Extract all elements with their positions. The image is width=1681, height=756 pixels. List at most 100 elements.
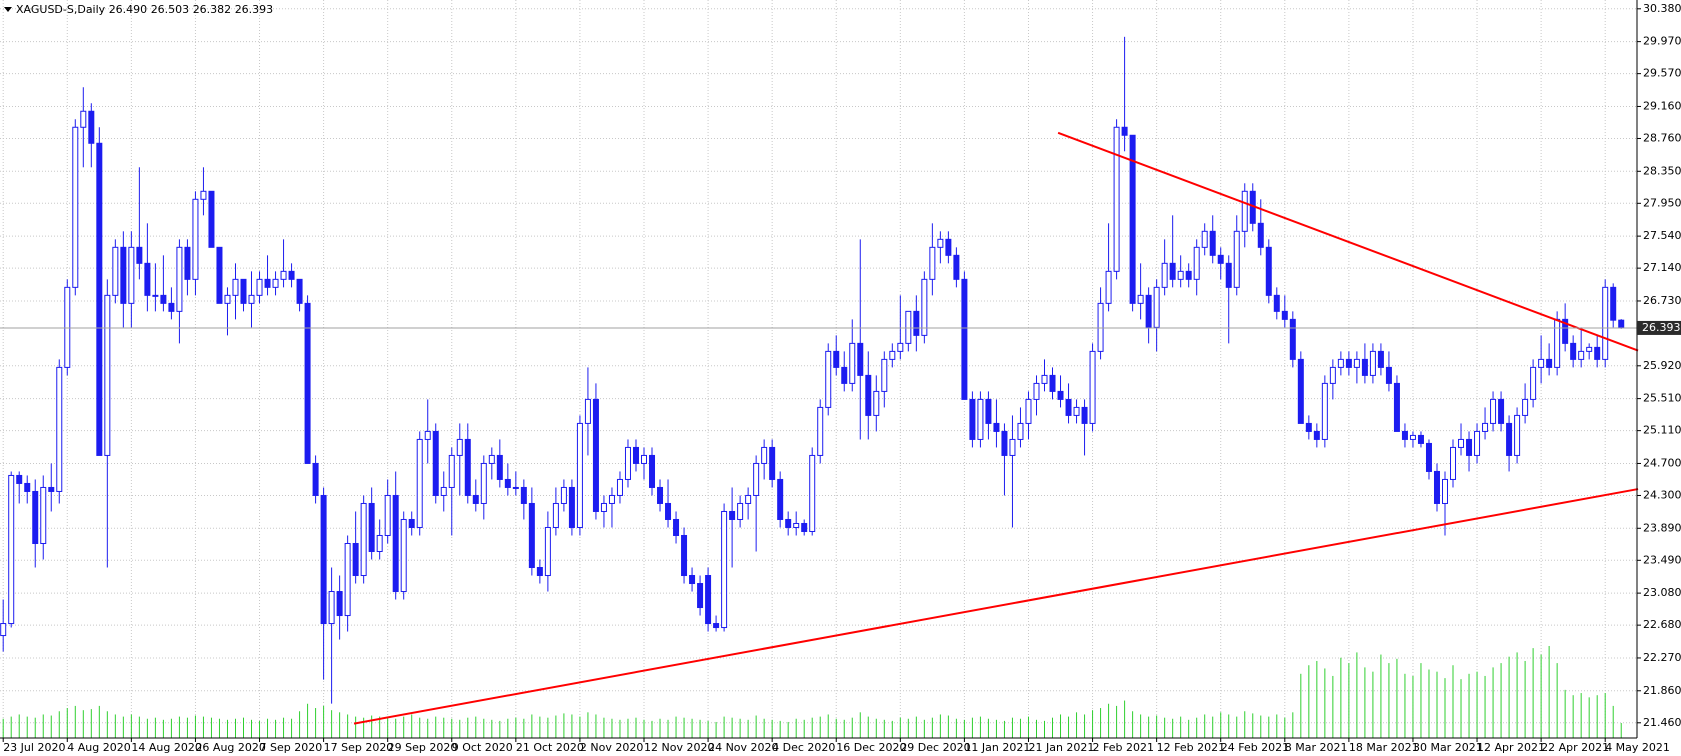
candle-body [312, 462, 319, 496]
candle-body [1594, 346, 1601, 360]
candle-body [1105, 270, 1112, 304]
candle-body [272, 278, 279, 288]
candle-body [769, 446, 776, 480]
candle-body [729, 510, 736, 520]
candle-body [248, 294, 255, 304]
high: 26.503 [151, 3, 190, 16]
candle-body [424, 430, 431, 440]
candle-body [1466, 438, 1473, 456]
candle-body [616, 478, 623, 496]
candle-body [929, 246, 936, 280]
candle-body [977, 398, 984, 440]
y-tick-label: 22.680 [1643, 618, 1681, 631]
candle-body [865, 374, 872, 416]
x-tick-label: 29 Dec 2020 [900, 741, 970, 754]
candle-body [897, 342, 904, 352]
candle-body [256, 278, 263, 296]
y-tick-label: 25.110 [1643, 424, 1681, 437]
x-tick-label: 24 Nov 2020 [708, 741, 778, 754]
candle-body [544, 526, 551, 577]
candle-body [1265, 246, 1272, 296]
candle-body [657, 486, 664, 504]
candle-body [56, 366, 63, 492]
candle-body [432, 430, 439, 496]
x-tick-label: 8 Mar 2021 [1285, 741, 1348, 754]
candle-body [1538, 358, 1545, 368]
candle-body [416, 438, 423, 528]
candle-body [697, 583, 704, 609]
candle-body [600, 502, 607, 512]
candle-body [528, 502, 535, 569]
candle-body [1618, 319, 1625, 329]
candle-body [48, 486, 55, 492]
header: XAGUSD-S,Daily 26.490 26.503 26.382 26.3… [16, 3, 273, 16]
candle-body [8, 474, 15, 625]
candle-body [881, 358, 888, 392]
y-tick-label: 25.510 [1643, 392, 1681, 405]
candle-body [1273, 294, 1280, 312]
candle-body [568, 486, 575, 528]
x-tick-label: 9 Oct 2020 [452, 741, 513, 754]
y-tick-label: 29.570 [1643, 67, 1681, 80]
y-tick-label: 24.300 [1643, 488, 1681, 501]
candle-body [472, 494, 479, 504]
candle-body [1522, 398, 1529, 416]
candle-body [1201, 230, 1208, 248]
volume-layer [2, 645, 1622, 738]
candle-body [785, 518, 792, 528]
candle-body [1458, 438, 1465, 448]
price-tag-label: 26.393 [1642, 321, 1681, 334]
candle-body [1570, 342, 1577, 360]
trendline-layer [0, 131, 1639, 725]
candle-body [1554, 318, 1561, 368]
candle-body [1017, 422, 1024, 440]
candle-body [32, 490, 39, 544]
candle-body [665, 502, 672, 520]
y-tick-label: 23.490 [1643, 553, 1681, 566]
candle-body [480, 462, 487, 504]
candle-body [320, 494, 327, 625]
candle-body [344, 542, 351, 617]
candle-body [649, 454, 656, 488]
candle-body [817, 406, 824, 456]
x-tick-label: 23 Jul 2020 [3, 741, 65, 754]
x-tick-label: 22 Apr 2021 [1541, 741, 1609, 754]
x-tick-label: 30 Mar 2021 [1413, 741, 1483, 754]
x-tick-label: 4 Dec 2020 [772, 741, 835, 754]
candle-body [1562, 318, 1569, 344]
candle-body [1369, 350, 1376, 376]
candle-body [1546, 358, 1553, 368]
candle-body [753, 462, 760, 496]
candle-body [1081, 406, 1088, 424]
x-tick-label: 7 Sep 2020 [260, 741, 323, 754]
candle-body [192, 198, 199, 280]
candle-body [80, 110, 87, 128]
candle-body [1377, 350, 1384, 368]
candle-body [584, 398, 591, 424]
y-tick-label: 22.270 [1643, 651, 1681, 664]
candle-body [440, 486, 447, 496]
candle-body [144, 262, 151, 296]
x-tick-label: 11 Jan 2021 [964, 741, 1030, 754]
candle-body [496, 454, 503, 480]
y-tick-label: 21.460 [1643, 716, 1681, 729]
y-tick-label: 21.860 [1643, 684, 1681, 697]
candle-body [721, 510, 728, 629]
candle-body [913, 310, 920, 336]
candle-layer [0, 36, 1625, 704]
candle-body [1474, 430, 1481, 456]
candle-body [681, 534, 688, 577]
candle-body [176, 246, 183, 312]
trendline [1057, 131, 1639, 352]
candle-body [1514, 414, 1521, 456]
candle-body [801, 522, 808, 532]
candle-body [1137, 294, 1144, 304]
candle-body [1209, 230, 1216, 256]
candle-body [1482, 422, 1489, 432]
candle-body [985, 398, 992, 424]
candle-body [376, 534, 383, 552]
candle-body [352, 542, 359, 577]
candle-body [128, 246, 135, 304]
candle-body [224, 294, 231, 304]
